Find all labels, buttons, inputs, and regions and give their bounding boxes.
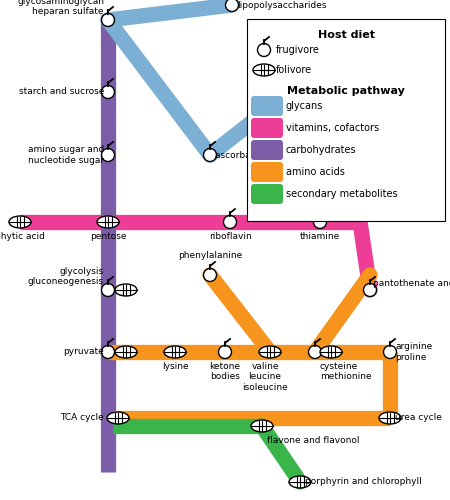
Text: ascorbate and aldarate: ascorbate and aldarate [215, 150, 320, 160]
Text: pyruvate: pyruvate [63, 348, 104, 356]
Ellipse shape [107, 412, 129, 424]
FancyBboxPatch shape [251, 162, 283, 182]
Circle shape [257, 44, 270, 57]
Circle shape [383, 346, 396, 358]
Text: carbohydrates: carbohydrates [286, 145, 356, 155]
Text: Metabolic pathway: Metabolic pathway [287, 86, 405, 96]
Text: pentose: pentose [90, 232, 126, 241]
Text: Host diet: Host diet [318, 30, 374, 40]
Circle shape [102, 14, 114, 26]
Ellipse shape [115, 346, 137, 358]
Text: cysteine
methionine: cysteine methionine [320, 362, 372, 382]
Text: folivore: folivore [276, 65, 312, 75]
Text: phenylalanine: phenylalanine [178, 251, 242, 260]
Text: ketone
bodies: ketone bodies [210, 362, 240, 382]
Circle shape [225, 0, 238, 12]
Circle shape [203, 268, 216, 281]
FancyBboxPatch shape [251, 140, 283, 160]
Text: lysine: lysine [162, 362, 188, 371]
Text: starch and sucrose: starch and sucrose [18, 88, 104, 96]
Text: thiamine: thiamine [300, 232, 340, 241]
Text: phytic acid: phytic acid [0, 232, 45, 241]
Text: riboflavin: riboflavin [209, 232, 252, 241]
Circle shape [224, 216, 237, 228]
Text: frugivore: frugivore [276, 45, 320, 55]
FancyBboxPatch shape [251, 96, 283, 116]
Text: valine
leucine
isoleucine: valine leucine isoleucine [242, 362, 288, 392]
Circle shape [102, 148, 114, 162]
Ellipse shape [253, 64, 275, 76]
Circle shape [314, 216, 327, 228]
Text: porphyrin and chlorophyll: porphyrin and chlorophyll [305, 478, 422, 486]
Text: pantothenate and CoA: pantothenate and CoA [373, 280, 450, 288]
Circle shape [102, 86, 114, 98]
Ellipse shape [115, 284, 137, 296]
Ellipse shape [164, 346, 186, 358]
FancyBboxPatch shape [251, 118, 283, 138]
Text: secondary metabolites: secondary metabolites [286, 189, 398, 199]
Circle shape [284, 86, 297, 98]
Text: urea cycle: urea cycle [395, 414, 442, 422]
Ellipse shape [97, 216, 119, 228]
Text: glycans: glycans [286, 101, 324, 111]
Text: flavone and flavonol: flavone and flavonol [267, 436, 360, 445]
Text: glycosaminoglycan
heparan sulfate: glycosaminoglycan heparan sulfate [17, 0, 104, 16]
Ellipse shape [251, 420, 273, 432]
Ellipse shape [259, 346, 281, 358]
Ellipse shape [320, 346, 342, 358]
Text: arginine
proline: arginine proline [395, 342, 432, 361]
Circle shape [102, 346, 114, 358]
FancyBboxPatch shape [247, 19, 445, 221]
Text: glycosaminoglycan
chondroitin sulfate: glycosaminoglycan chondroitin sulfate [295, 82, 382, 102]
Text: glycolysis
gluconeogenesis: glycolysis gluconeogenesis [28, 266, 104, 286]
Circle shape [309, 346, 321, 358]
Ellipse shape [379, 412, 401, 424]
Text: amino sugar and
nucleotide sugar: amino sugar and nucleotide sugar [28, 146, 104, 165]
Text: lipopolysaccharides: lipopolysaccharides [237, 0, 327, 10]
Ellipse shape [289, 476, 311, 488]
Circle shape [364, 284, 377, 296]
Circle shape [219, 346, 231, 358]
Circle shape [102, 284, 114, 296]
Circle shape [203, 148, 216, 162]
Ellipse shape [9, 216, 31, 228]
Text: TCA cycle: TCA cycle [60, 414, 104, 422]
FancyBboxPatch shape [251, 184, 283, 204]
Text: amino acids: amino acids [286, 167, 345, 177]
Text: vitamins, cofactors: vitamins, cofactors [286, 123, 379, 133]
